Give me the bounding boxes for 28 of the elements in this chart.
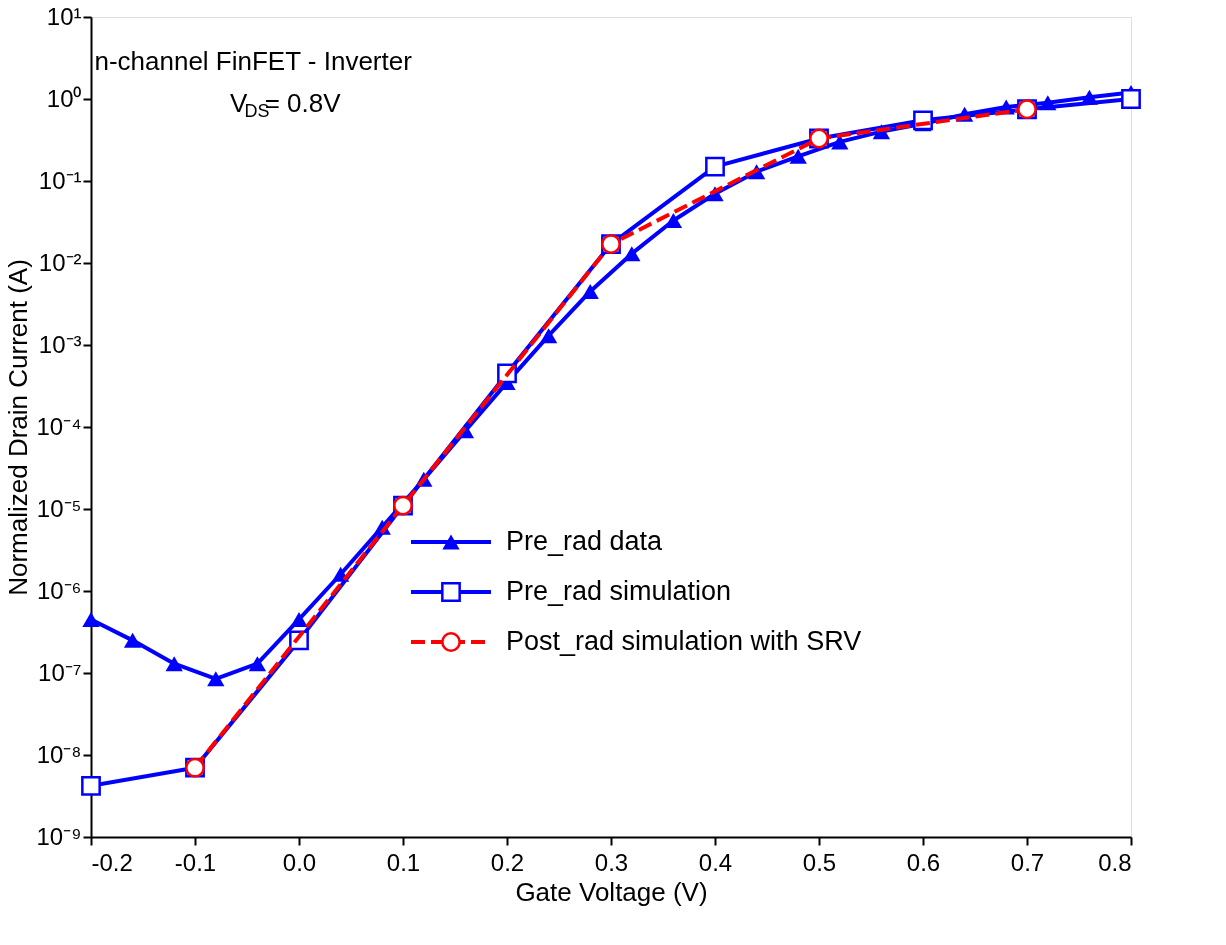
y-tick-label: 10⁻¹	[38, 166, 82, 194]
y-tick-label: 10⁻⁹	[36, 822, 82, 850]
y-tick-label: 10⁻⁴	[36, 412, 82, 440]
x-tick-label: 0.6	[906, 848, 941, 876]
y-tick-label: 10⁻²	[38, 248, 82, 276]
x-tick-label: 0.5	[802, 848, 837, 876]
y-tick-label: 10⁻⁶	[36, 576, 82, 604]
x-tick-label: 0.1	[386, 848, 421, 876]
annotation: n-channel FinFET - Inverter	[94, 46, 413, 76]
legend-label: Post_rad simulation with SRV	[506, 626, 862, 656]
x-tick-label: 0.8	[1098, 848, 1132, 876]
y-tick-label: 10¹	[46, 2, 82, 30]
y-tick-label: 10⁻⁷	[38, 658, 82, 686]
legend-label: Pre_rad data	[506, 526, 664, 556]
x-tick-label: -0.2	[91, 848, 133, 876]
x-tick-label: -0.1	[174, 848, 217, 876]
y-tick-label: 10⁻⁵	[36, 494, 82, 522]
y-axis-title: Normalized Drain Current (A)	[3, 259, 34, 596]
x-axis-title: Gate Voltage (V)	[515, 876, 708, 907]
y-tick-label: 10⁻⁸	[36, 740, 82, 768]
y-tick-label: 10⁻³	[38, 330, 82, 358]
x-tick-label: 0.4	[698, 848, 733, 876]
x-tick-label: 0.7	[1010, 848, 1045, 876]
legend-label: Pre_rad simulation	[506, 576, 732, 606]
x-tick-label: 0.3	[594, 848, 629, 876]
y-tick-label: 10⁰	[46, 84, 82, 112]
x-tick-label: 0.2	[490, 848, 525, 876]
x-tick-label: 0.0	[282, 848, 317, 876]
